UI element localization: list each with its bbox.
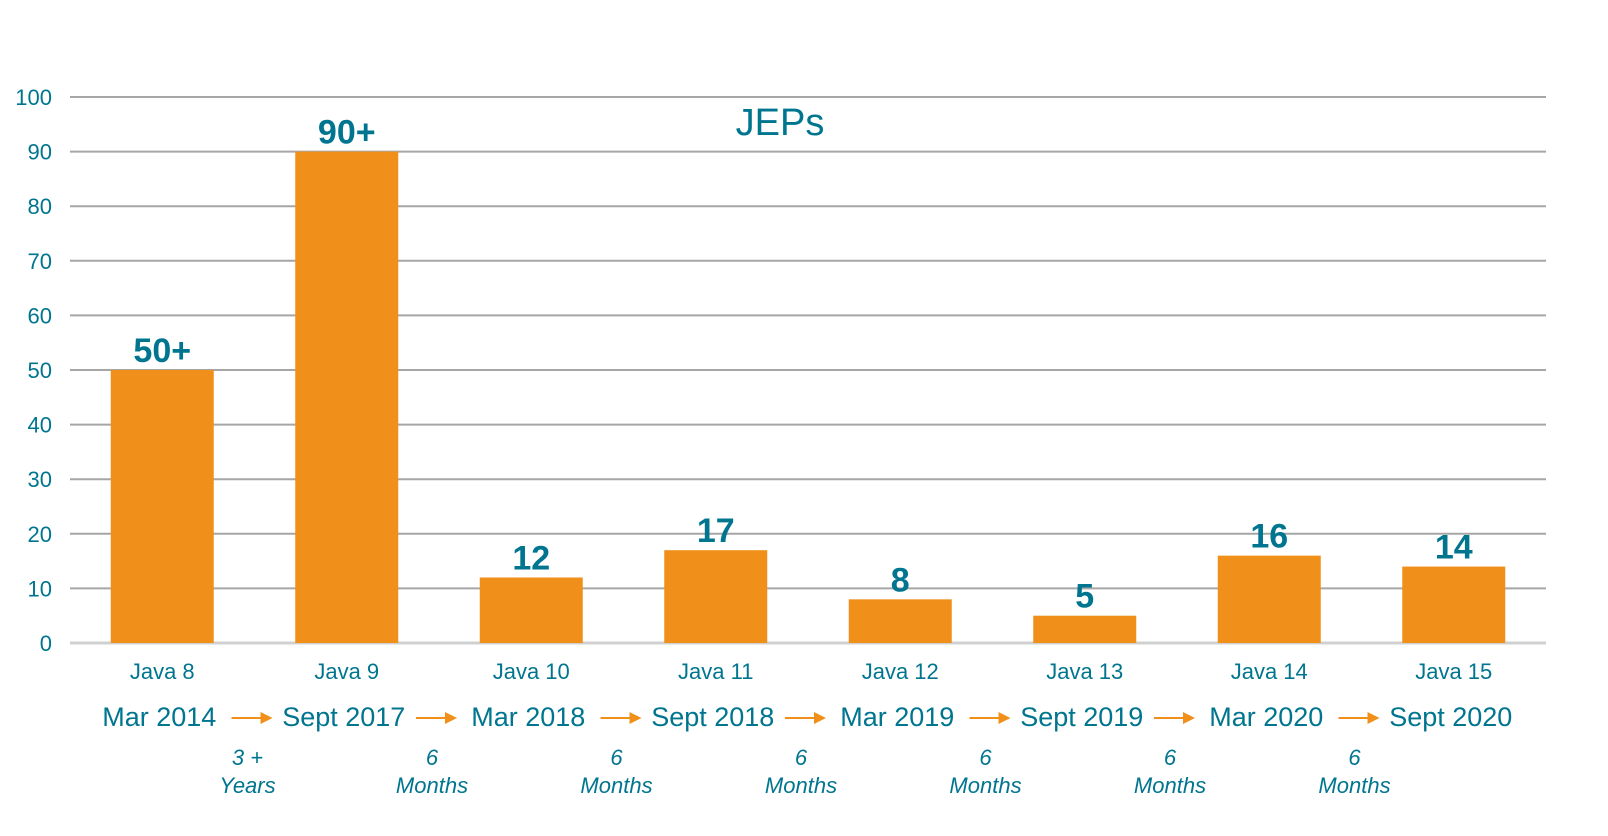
y-tick-label: 0 — [40, 631, 52, 656]
y-tick-label: 80 — [28, 194, 52, 219]
release-date: Sept 2020 — [1389, 702, 1512, 732]
y-axis-ticks: 0 10 20 30 40 50 60 70 80 90 100 — [15, 85, 52, 656]
y-tick-label: 40 — [28, 413, 52, 438]
interval-unit: Months — [396, 773, 468, 798]
bar — [479, 577, 583, 643]
data-label: 50+ — [133, 332, 191, 370]
interval-amount: 6 — [1348, 745, 1361, 770]
x-axis-categories: Java 8 Java 9 Java 10 Java 11 Java 12 Java 13… — [130, 659, 1492, 684]
bar — [664, 550, 768, 643]
category-label: Java 15 — [1415, 659, 1492, 684]
interval-amount: 6 — [795, 745, 808, 770]
arrow-head-icon — [1183, 712, 1195, 724]
interval-unit: Years — [219, 773, 275, 798]
data-label: 90+ — [318, 114, 376, 152]
timeline-arrows — [231, 712, 1380, 724]
release-date: Mar 2020 — [1209, 702, 1323, 732]
y-tick-label: 100 — [15, 85, 52, 110]
release-date: Mar 2019 — [840, 702, 954, 732]
bar — [1217, 555, 1321, 643]
release-intervals: 3 + Years 6 Months 6 Months 6 Months 6 Months 6 Mon… — [219, 745, 1390, 798]
release-date: Sept 2019 — [1020, 702, 1143, 732]
data-label: 16 — [1250, 518, 1288, 556]
data-label: 5 — [1075, 578, 1094, 616]
data-label: 14 — [1435, 529, 1473, 567]
y-tick-label: 70 — [28, 249, 52, 274]
bar — [848, 599, 952, 643]
release-dates: Mar 2014 Sept 2017 Mar 2018 Sept 2018 Mar 20… — [102, 702, 1512, 732]
bar — [1402, 566, 1506, 643]
y-tick-label: 20 — [28, 522, 52, 547]
y-tick-label: 30 — [28, 467, 52, 492]
interval-unit: Months — [765, 773, 837, 798]
y-tick-label: 50 — [28, 358, 52, 383]
interval-amount: 6 — [979, 745, 992, 770]
bar — [295, 151, 399, 643]
interval-amount: 3 + — [232, 745, 263, 770]
bar — [110, 370, 214, 643]
interval-unit: Months — [580, 773, 652, 798]
category-label: Java 8 — [130, 659, 195, 684]
arrow-head-icon — [445, 712, 457, 724]
y-tick-label: 60 — [28, 303, 52, 328]
data-label: 8 — [891, 561, 910, 599]
chart-title: JEPs — [736, 102, 825, 144]
release-date: Sept 2018 — [651, 702, 774, 732]
bar — [1033, 615, 1137, 643]
category-label: Java 12 — [862, 659, 939, 684]
arrow-head-icon — [998, 712, 1011, 724]
release-date: Sept 2017 — [282, 702, 405, 732]
interval-unit: Months — [949, 773, 1021, 798]
interval-unit: Months — [1318, 773, 1390, 798]
category-label: Java 9 — [314, 659, 379, 684]
arrow-head-icon — [1367, 712, 1380, 724]
gridlines — [70, 96, 1546, 645]
data-label: 17 — [697, 512, 735, 550]
data-label: 12 — [512, 539, 550, 577]
bars — [110, 151, 1506, 643]
arrow-head-icon — [814, 712, 826, 724]
category-label: Java 10 — [493, 659, 570, 684]
y-tick-label: 90 — [28, 140, 52, 165]
interval-amount: 6 — [426, 745, 439, 770]
arrow-head-icon — [629, 712, 642, 724]
arrow-head-icon — [260, 712, 273, 724]
category-label: Java 14 — [1231, 659, 1308, 684]
interval-amount: 6 — [1164, 745, 1177, 770]
category-label: Java 13 — [1046, 659, 1123, 684]
release-date: Mar 2014 — [102, 702, 216, 732]
data-labels: 50+ 90+ 12 17 8 5 16 14 — [133, 114, 1472, 616]
category-label: Java 11 — [678, 659, 753, 684]
release-date: Mar 2018 — [471, 702, 585, 732]
y-tick-label: 10 — [28, 576, 52, 601]
interval-unit: Months — [1134, 773, 1206, 798]
interval-amount: 6 — [610, 745, 623, 770]
